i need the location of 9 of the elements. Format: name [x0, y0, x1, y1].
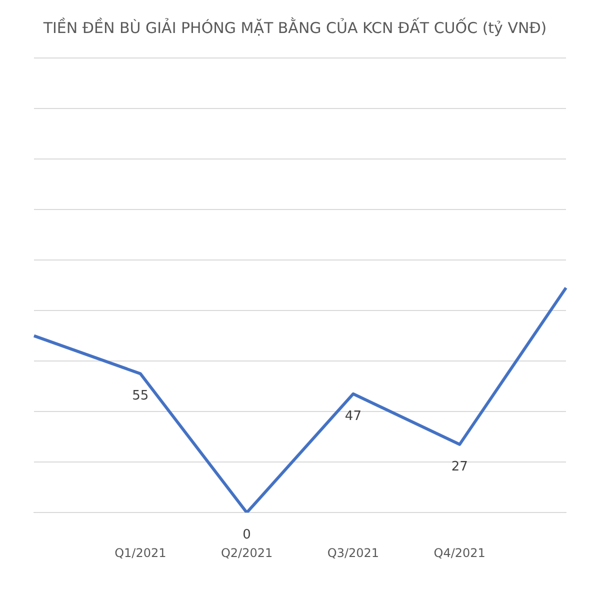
x-tick-label: Q4/2021: [434, 546, 486, 560]
data-label: 55: [132, 388, 149, 404]
x-tick-label: Q3/2021: [327, 546, 380, 560]
x-tick-label: Q2/2021: [220, 546, 273, 560]
data-label: 27: [451, 459, 468, 474]
x-tick-label: Q1/2021: [114, 546, 166, 560]
data-label: 0: [242, 527, 251, 542]
data-label: 47: [344, 408, 362, 424]
chart-title: TIỀN ĐỀN BÙ GIẢI PHÓNG MẶT BẰNG CỦA KCN ĐẤT CUỐC (tỷ VNĐ): [42, 16, 547, 37]
